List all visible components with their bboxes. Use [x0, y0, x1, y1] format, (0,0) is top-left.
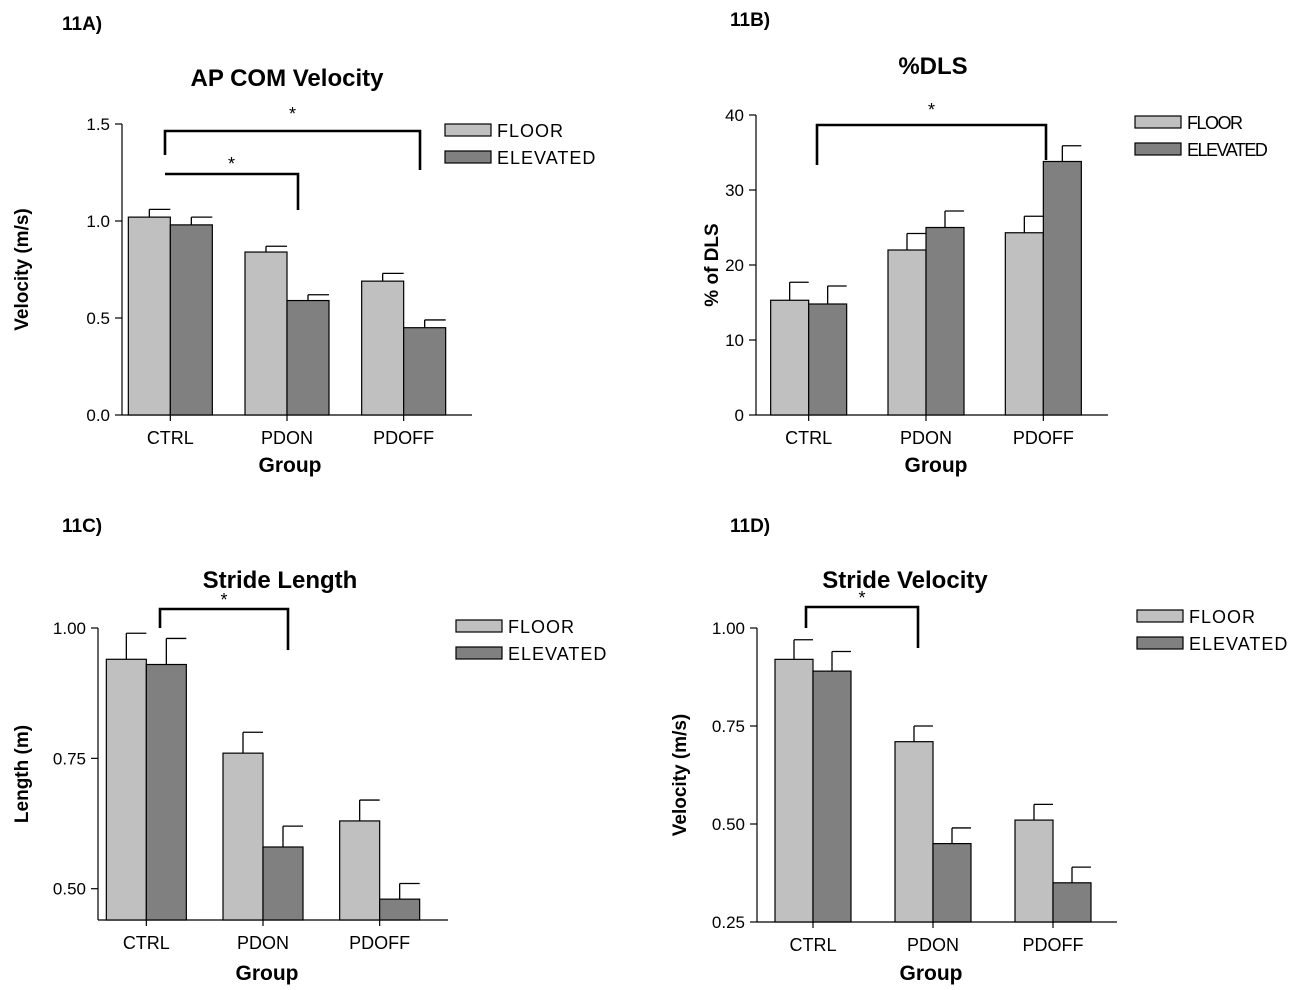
x-tick-label: PDON	[907, 935, 959, 955]
bar-floor-ctrl	[770, 299, 810, 416]
significance-bracket	[158, 607, 290, 650]
panel-label: 11A)	[62, 14, 102, 35]
y-axis-label: Velocity (m/s)	[670, 714, 691, 837]
chart-panel-4: 11D) Stride Velocity 0.25 0.50 0.75 1.00 Veloc…	[670, 516, 1288, 985]
x-tick-label: CTRL	[789, 935, 836, 955]
bar-elevated-pdoff	[1042, 160, 1082, 416]
y-tick-label: 0.50	[712, 815, 745, 834]
legend-label-elevated: ELEVATED	[1187, 140, 1268, 160]
y-tick-label: 0.75	[712, 717, 745, 736]
y-tick-label: 1.00	[53, 619, 86, 638]
bar-floor-ctrl	[774, 658, 814, 923]
x-axis-label: Group	[259, 454, 322, 477]
legend-swatch-elevated	[455, 646, 503, 660]
legend-label-floor: FLOOR	[1187, 113, 1243, 133]
y-tick-label: 0.75	[53, 749, 86, 768]
panel-label: 11B)	[730, 10, 770, 31]
legend-swatch-floor	[444, 123, 492, 137]
y-tick-label: 20	[725, 256, 744, 275]
bar-elevated-ctrl	[145, 663, 187, 921]
y-tick-label: 30	[725, 181, 744, 200]
chart-panel-1: 11A) AP COM Velocity 0.0 0.5 1.0 1.5 Velocity …	[12, 14, 596, 477]
bar-elevated-pdon	[286, 299, 330, 416]
bar-elevated-ctrl	[169, 224, 213, 416]
y-tick-label: 1.00	[712, 619, 745, 638]
y-tick-label: 1.0	[86, 212, 110, 231]
x-tick-label: PDON	[900, 428, 952, 448]
y-axis-label: Length (m)	[12, 725, 33, 823]
y-tick-label: 40	[725, 106, 744, 125]
legend-swatch-floor	[1134, 115, 1182, 129]
bar-floor-pdoff	[361, 280, 405, 416]
legend-label-elevated: ELEVATED	[497, 148, 596, 168]
x-axis-label: Group	[905, 454, 968, 477]
significance-bracket	[804, 605, 920, 648]
bar-elevated-pdoff	[403, 327, 447, 416]
chart-panel-2: 11B) %DLS 0 10 20 30 40 % of DLS Group CTRL PDON PD…	[702, 10, 1269, 477]
x-tick-label: PDOFF	[1023, 935, 1084, 955]
bar-floor-ctrl	[105, 658, 147, 921]
chart-title: Stride Length	[203, 567, 358, 594]
x-tick-label: CTRL	[123, 933, 170, 953]
y-tick-label: 10	[725, 331, 744, 350]
significance-star: *	[228, 154, 235, 174]
y-tick-label: 0.25	[712, 913, 745, 932]
significance-bracket	[163, 129, 422, 170]
x-tick-label: CTRL	[785, 428, 832, 448]
x-tick-label: PDOFF	[1013, 428, 1074, 448]
bar-elevated-ctrl	[812, 670, 852, 923]
chart-title: %DLS	[898, 53, 967, 80]
legend-label-elevated: ELEVATED	[508, 644, 607, 664]
x-tick-label: PDON	[237, 933, 289, 953]
y-tick-label: 0	[735, 406, 744, 425]
significance-star: *	[928, 100, 935, 120]
bar-elevated-pdoff	[1052, 882, 1092, 923]
y-tick-label: 0.50	[53, 880, 86, 899]
panel-label: 11C)	[62, 516, 102, 537]
legend-swatch-elevated	[1136, 636, 1184, 650]
y-tick-label: 1.5	[86, 115, 110, 134]
x-axis-label: Group	[236, 962, 299, 985]
y-axis-label: % of DLS	[702, 223, 723, 306]
legend-swatch-floor	[1136, 609, 1184, 623]
legend-label-floor: FLOOR	[497, 121, 564, 141]
legend-swatch-elevated	[1134, 142, 1182, 156]
bar-floor-pdoff	[1004, 232, 1044, 416]
x-tick-label: CTRL	[147, 428, 194, 448]
legend-label-floor: FLOOR	[1189, 607, 1256, 627]
panel-label: 11D)	[730, 516, 770, 537]
bar-elevated-pdoff	[379, 898, 421, 921]
x-tick-label: PDOFF	[373, 428, 434, 448]
bar-elevated-pdon	[932, 842, 972, 923]
bar-floor-pdon	[222, 752, 264, 921]
x-tick-label: PDON	[261, 428, 313, 448]
significance-bracket	[165, 172, 300, 210]
x-tick-label: PDOFF	[349, 933, 410, 953]
significance-star: *	[858, 588, 865, 608]
significance-bracket	[815, 123, 1048, 165]
bar-floor-pdoff	[1014, 819, 1054, 923]
bar-elevated-pdon	[925, 226, 965, 416]
legend-swatch-floor	[455, 619, 503, 633]
chart-title: AP COM Velocity	[191, 65, 385, 92]
legend-label-floor: FLOOR	[508, 617, 575, 637]
bar-floor-pdon	[244, 251, 288, 416]
bar-elevated-pdon	[262, 846, 304, 921]
bar-floor-pdon	[894, 741, 934, 923]
significance-star: *	[289, 104, 296, 124]
y-axis-label: Velocity (m/s)	[12, 208, 33, 331]
legend-swatch-elevated	[444, 150, 492, 164]
bar-floor-pdon	[887, 249, 927, 416]
y-tick-label: 0.5	[86, 309, 110, 328]
y-tick-label: 0.0	[86, 406, 110, 425]
bar-floor-pdoff	[339, 820, 381, 921]
significance-star: *	[220, 590, 227, 610]
bar-elevated-ctrl	[808, 303, 848, 416]
bar-floor-ctrl	[127, 216, 171, 416]
chart-title: Stride Velocity	[822, 567, 988, 594]
chart-panel-3: 11C) Stride Length 0.50 0.75 1.00 Length (m) G…	[12, 516, 607, 985]
x-axis-label: Group	[900, 962, 963, 985]
legend-label-elevated: ELEVATED	[1189, 634, 1288, 654]
